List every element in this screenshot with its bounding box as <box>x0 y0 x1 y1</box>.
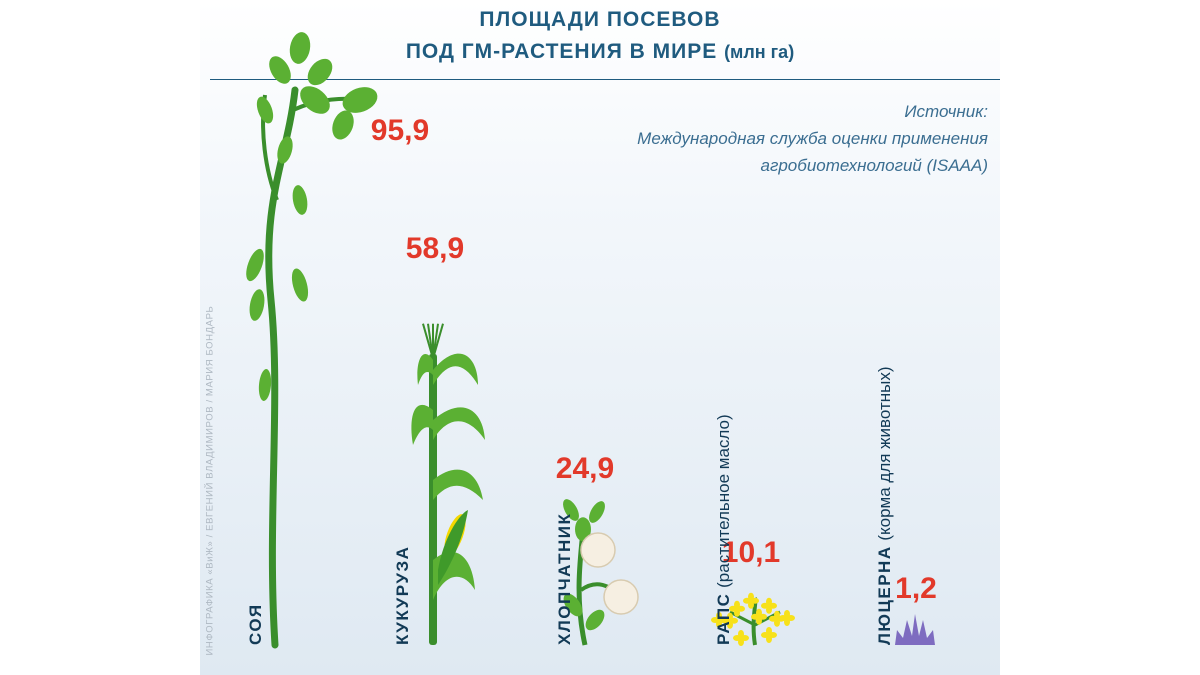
category-label: ХЛОПЧАТНИК <box>555 513 574 645</box>
corn-leaf <box>417 354 433 385</box>
infographic-panel: ПЛОЩАДИ ПОСЕВОВ ПОД ГМ-РАСТЕНИЯ В МИРЕ (… <box>200 0 1000 675</box>
soy-leaf <box>246 248 264 282</box>
rapeseed-petal <box>716 612 722 620</box>
category-label: КУКУРУЗА <box>393 546 412 645</box>
category-label: СОЯ <box>246 603 265 645</box>
soy-leaf <box>256 96 274 124</box>
value-label: 95,9 <box>371 114 429 147</box>
plant-bar-chart: 95,9 58,9 24,9 10,1 1,2 СОЯ КУКУРУЗА ХЛОПЧАТНИК… <box>246 32 937 649</box>
corn-leaf <box>433 469 483 500</box>
soy-leaf <box>300 86 330 114</box>
alfalfa-shape <box>895 614 935 645</box>
category-name: КУКУРУЗА <box>393 546 412 645</box>
rapeseed-petal <box>766 627 772 635</box>
plant-illustrations <box>246 32 935 649</box>
chart-title-unit: (млн га) <box>724 42 795 62</box>
source-line-2: Международная служба оценки применения <box>637 129 988 148</box>
category-label: ЛЮЦЕРНА (корма для животных) <box>875 366 894 645</box>
corn-tassel <box>432 323 444 359</box>
value-label: 24,9 <box>556 452 614 485</box>
value-label: 58,9 <box>406 232 464 265</box>
category-name: ХЛОПЧАТНИК <box>555 513 574 645</box>
corn-leaf <box>411 404 433 445</box>
corn-leaf <box>433 407 485 440</box>
category-note: (растительное масло) <box>714 414 733 592</box>
rapeseed-petal <box>738 630 744 638</box>
category-name: РАПС <box>714 593 733 645</box>
corn-leaf <box>433 353 478 385</box>
soy-leaf <box>342 87 378 113</box>
category-note: (корма для животных) <box>875 366 894 545</box>
rapeseed-petal <box>727 612 733 621</box>
corn-husk <box>438 510 468 585</box>
soy-leaf <box>289 32 311 64</box>
cotton-leaf <box>563 593 583 617</box>
soy-leaf <box>332 110 354 140</box>
rapeseed-branch <box>729 610 756 627</box>
category-label: РАПС (растительное масло) <box>714 414 733 645</box>
value-label: 1,2 <box>895 572 937 605</box>
chart-title-line2: ПОД ГМ-РАСТЕНИЯ В МИРЕ (млн га) <box>200 40 1000 64</box>
source-label: Источник: <box>904 102 988 121</box>
cotton-boll <box>580 532 616 568</box>
category-name: ЛЮЦЕРНА <box>875 545 894 645</box>
cotton-leaf <box>589 501 605 523</box>
cotton-bud <box>575 517 591 542</box>
soy-leaf <box>249 289 265 321</box>
rapeseed-petal <box>756 608 762 617</box>
rapeseed-petal <box>766 597 772 606</box>
cotton-leaf <box>585 609 605 631</box>
left-margin <box>0 0 200 675</box>
value-label: 10,1 <box>722 536 780 569</box>
source-note: Источник: Международная служба оценки пр… <box>637 98 988 179</box>
rapeseed-petal <box>774 610 780 619</box>
soy-leaf <box>292 185 308 215</box>
soy-leaf <box>277 136 293 164</box>
chart-title-line1: ПЛОЩАДИ ПОСЕВОВ <box>479 8 721 31</box>
rapeseed-petal <box>748 592 754 601</box>
rapeseed-petal <box>734 600 740 609</box>
soy-stem <box>265 86 299 649</box>
soy-leaf <box>291 268 309 302</box>
chart-marks: 95,9 58,9 24,9 10,1 1,2 СОЯ КУКУРУЗА ХЛОПЧАТНИК… <box>246 114 937 645</box>
category-name: СОЯ <box>246 603 265 645</box>
cotton-leaf <box>563 499 579 521</box>
cotton-boll <box>603 579 639 615</box>
right-margin <box>1000 0 1200 675</box>
chart-title-line2-text: ПОД ГМ-РАСТЕНИЯ В МИРЕ <box>405 40 718 63</box>
rapeseed-petal <box>784 610 790 618</box>
soy-leaf <box>307 58 333 86</box>
title-divider <box>210 79 1000 80</box>
soy-leaf <box>258 369 272 401</box>
source-line-3: агробиотехнологий (ISAAA) <box>760 156 988 175</box>
soy-leaf <box>269 56 291 84</box>
